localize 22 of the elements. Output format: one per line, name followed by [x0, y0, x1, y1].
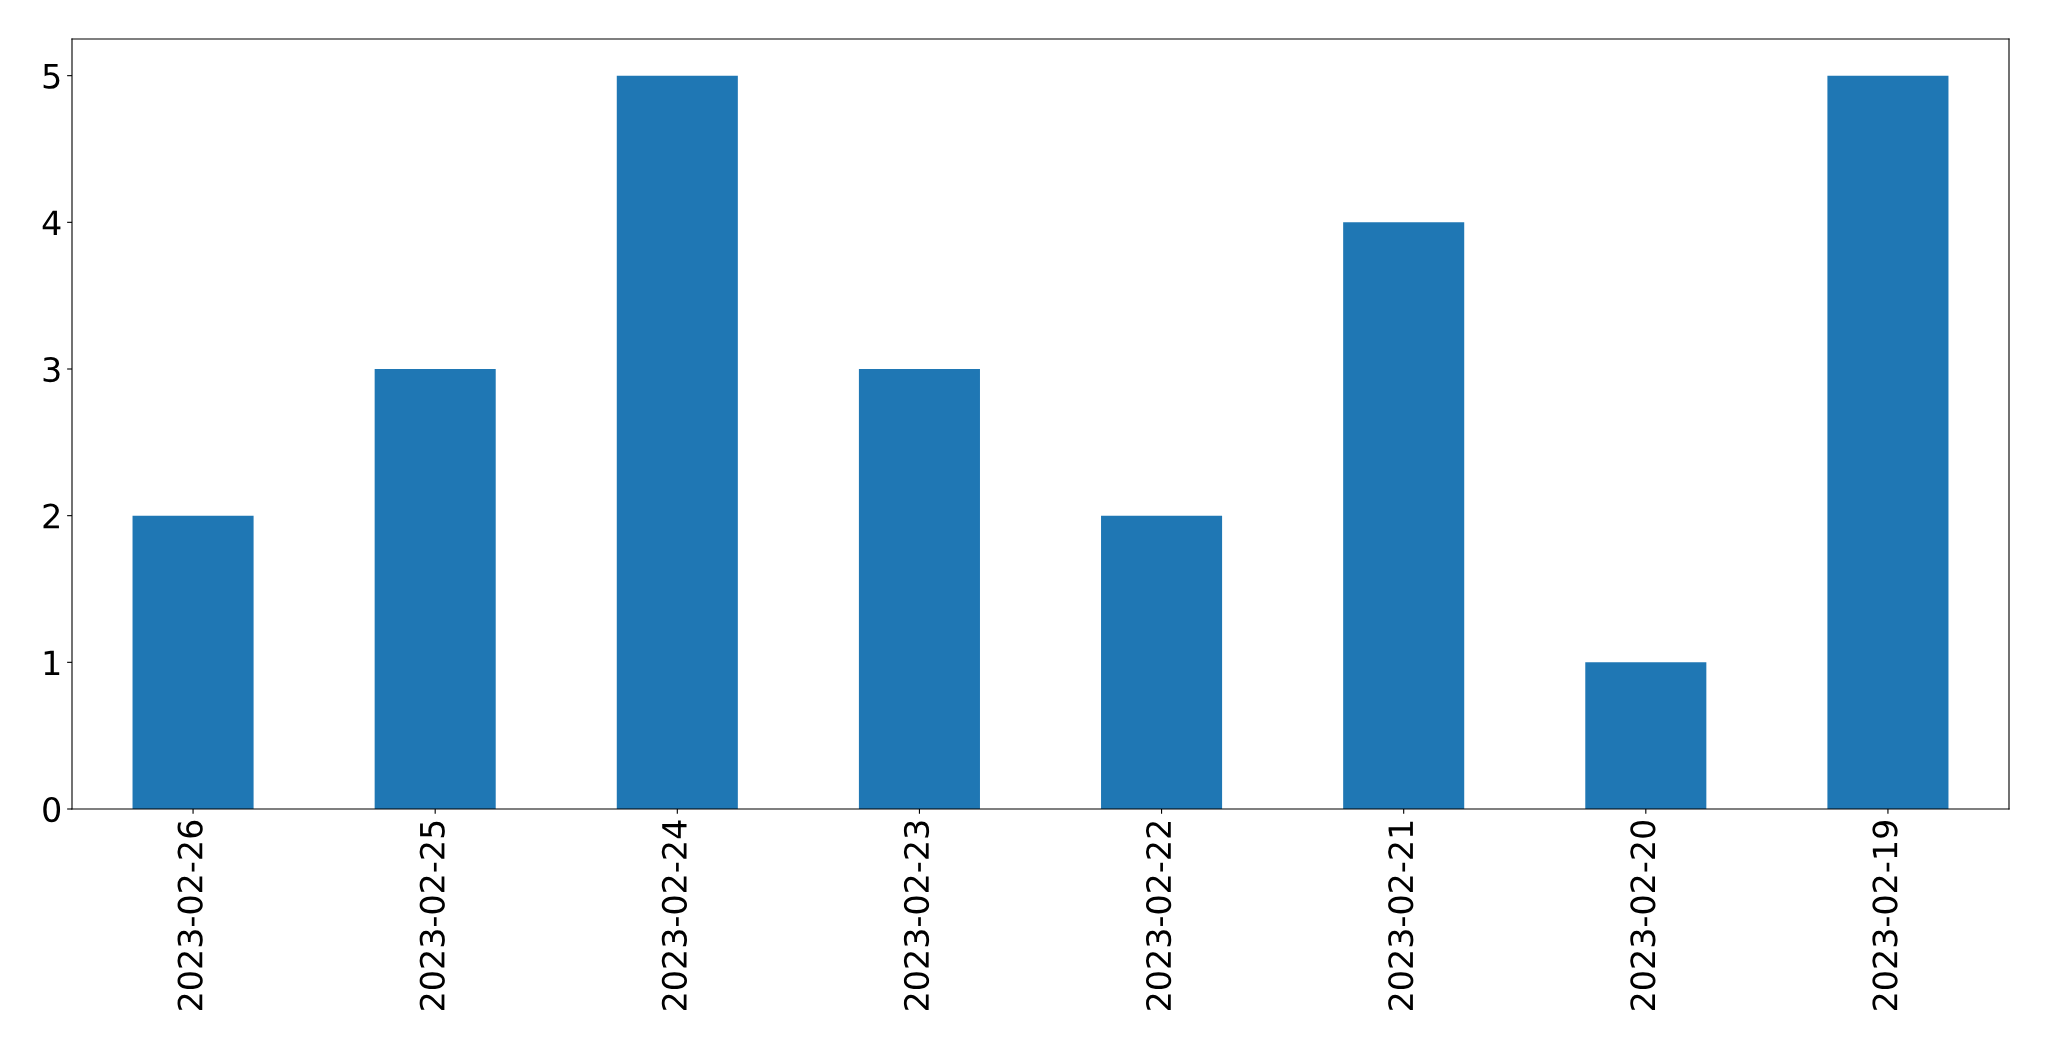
- x-tick-label: 2023-02-22: [1146, 822, 1172, 1010]
- bar: [132, 515, 254, 809]
- y-tick-label: 3: [43, 356, 60, 383]
- bar: [1101, 515, 1223, 809]
- y-tick-label: 4: [42, 210, 61, 235]
- x-tick-label: 2023-02-23: [903, 821, 930, 1010]
- x-tick-label: 2023-02-25: [419, 821, 445, 1010]
- y-tick-label: 5: [43, 64, 60, 89]
- y-tick-label: 1: [44, 650, 60, 675]
- bar: [616, 75, 738, 809]
- x-tick-label: 2023-02-21: [1388, 821, 1414, 1010]
- bar: [1343, 222, 1465, 809]
- y-tick-label: 2: [43, 503, 59, 529]
- x-tick-label: 2023-02-26: [177, 820, 203, 1010]
- x-tick-label: 2023-02-20: [1630, 820, 1656, 1010]
- bar: [1585, 662, 1707, 809]
- x-tick-label: 2023-02-19: [1872, 821, 1898, 1010]
- x-tick-label: 2023-02-24: [661, 820, 687, 1010]
- bar: [1827, 75, 1949, 809]
- y-tick-label: 0: [43, 796, 61, 823]
- bar: [858, 369, 980, 809]
- bar: [374, 369, 496, 809]
